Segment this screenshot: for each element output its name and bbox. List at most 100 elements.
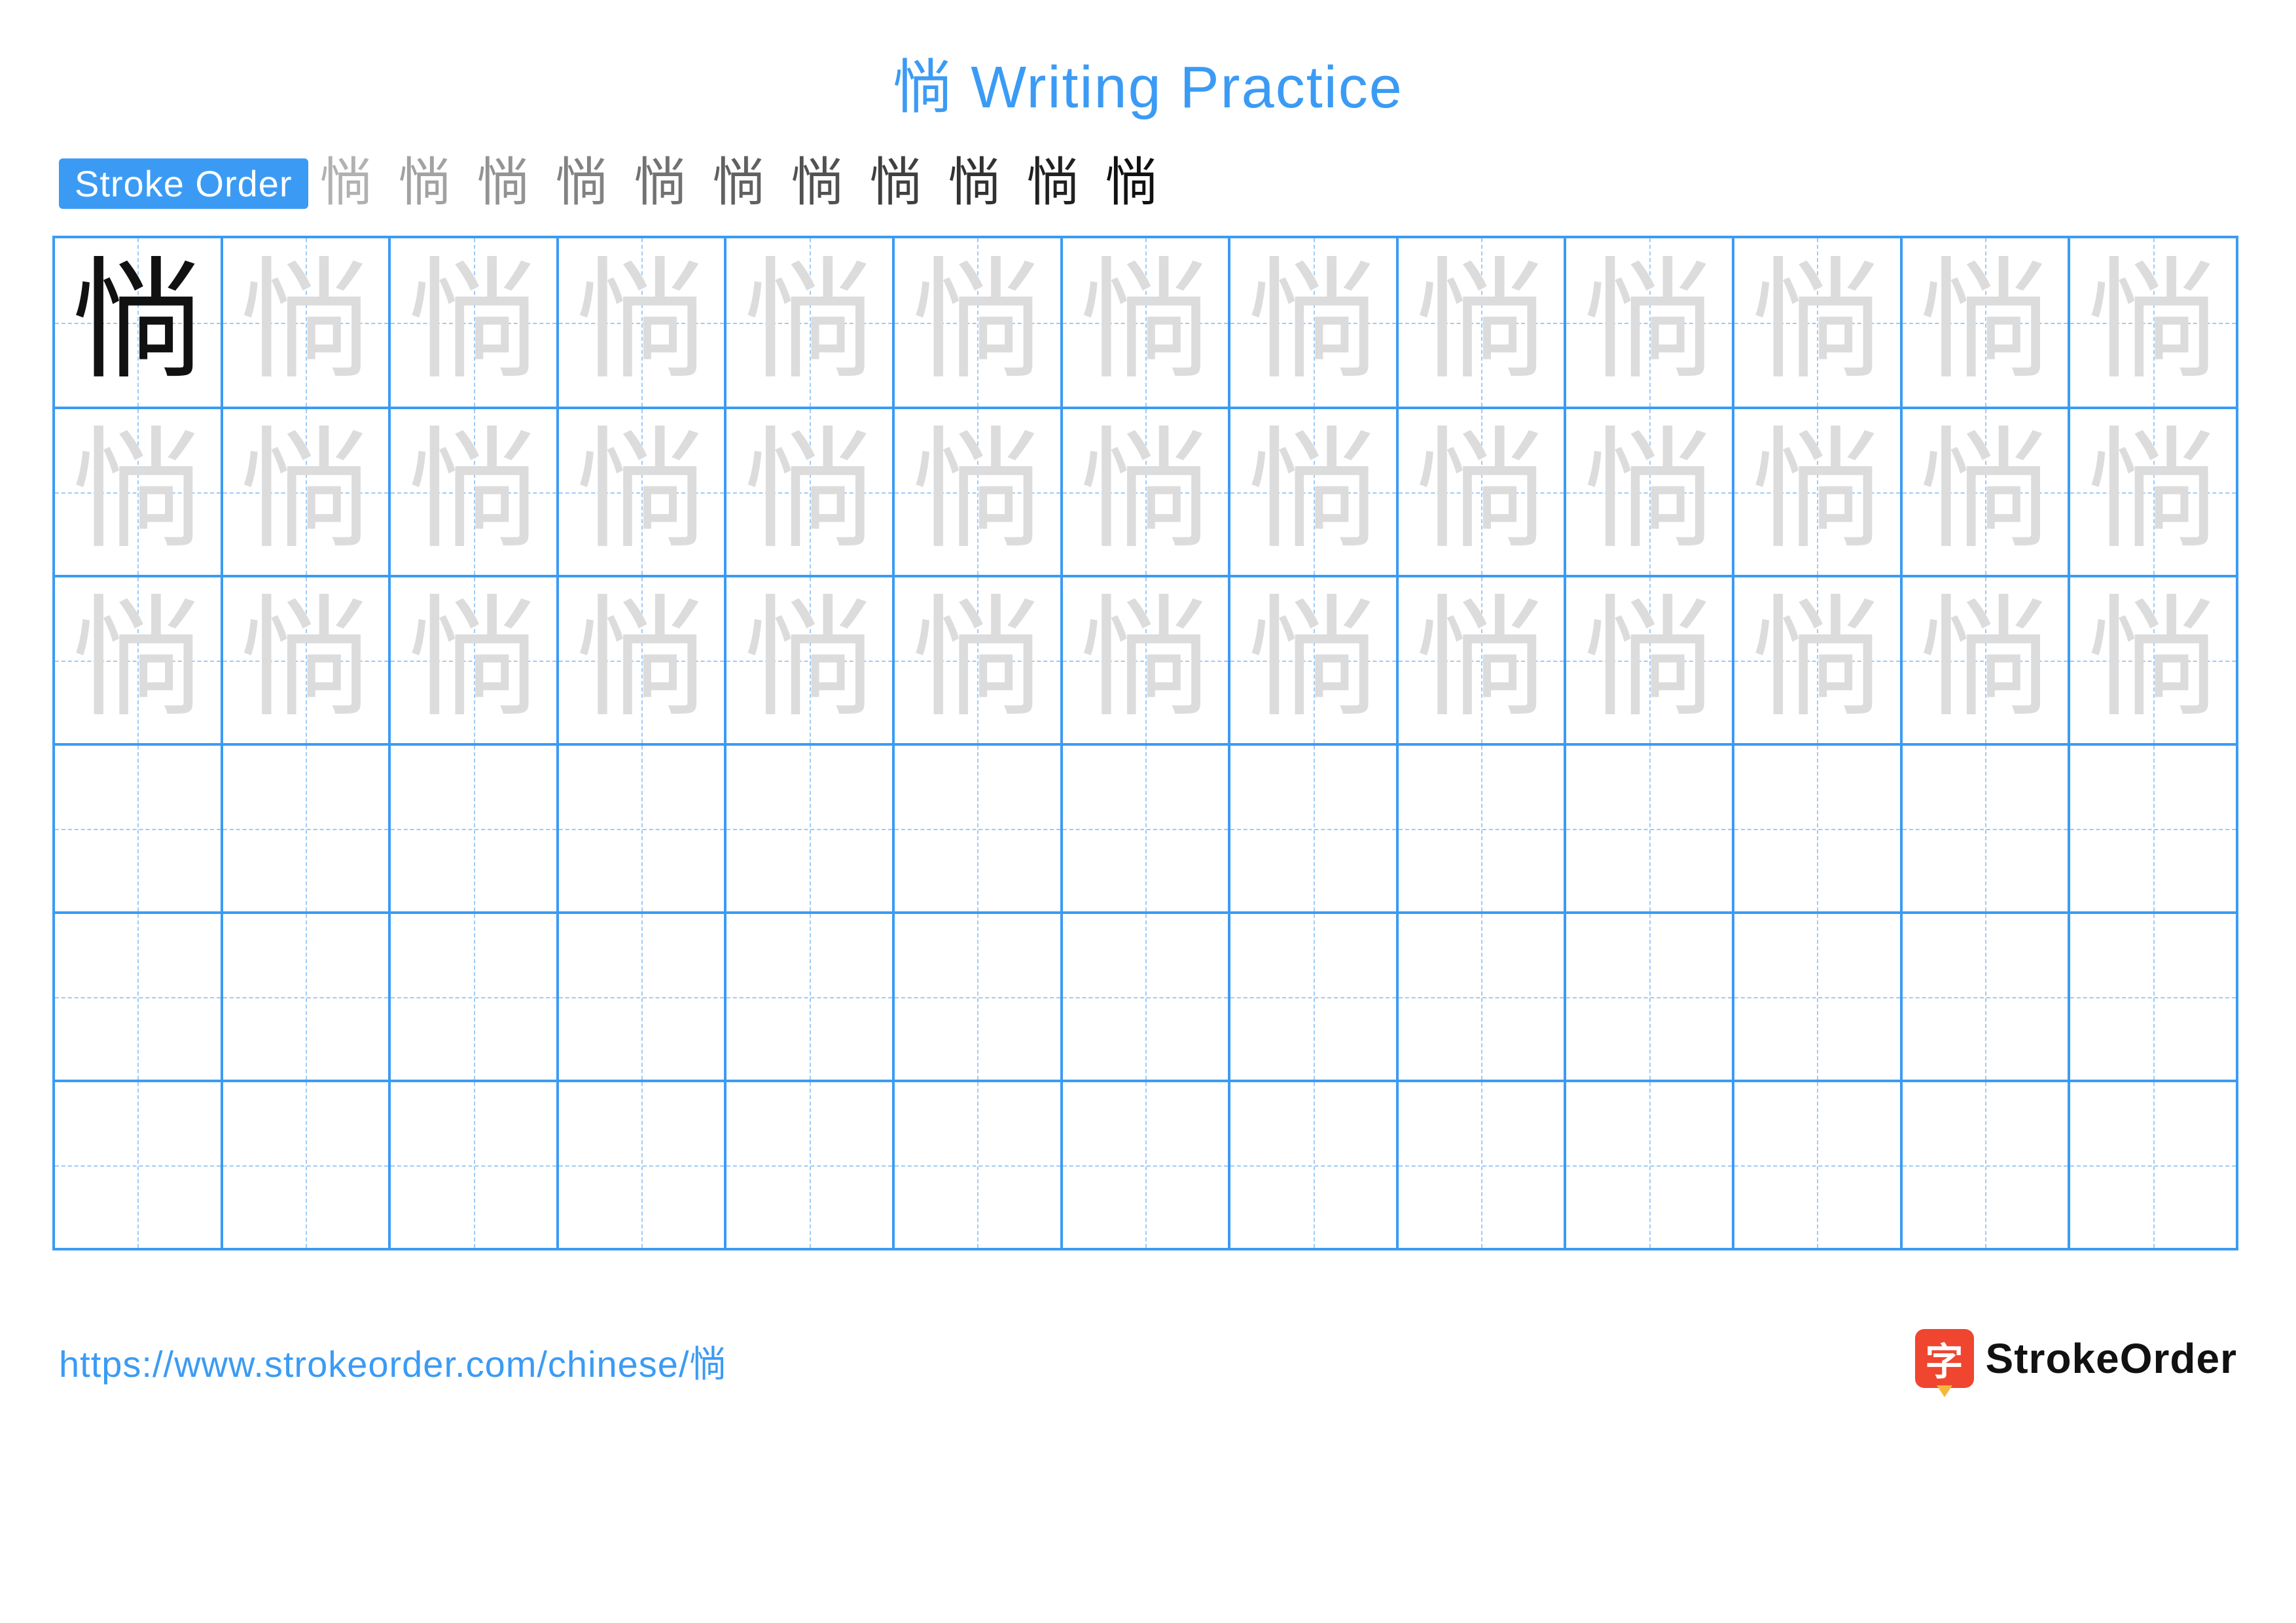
grid-cell [221,914,389,1080]
trace-character: 惝 [1248,595,1379,726]
grid-cell [388,914,556,1080]
grid-cell [2068,1082,2236,1248]
trace-character: 惝 [1080,257,1211,388]
grid-cell: 惝 [221,409,389,575]
grid-cell: 惝 [892,409,1060,575]
trace-character: 惝 [912,427,1043,558]
grid-cell [892,1082,1060,1248]
trace-character: 惝 [72,427,203,558]
grid-cell [1732,914,1900,1080]
pencil-tip-icon [1937,1385,1952,1397]
grid-cell [892,914,1060,1080]
stroke-step: 惝 [477,157,529,210]
grid-cell: 惝 [1732,409,1900,575]
trace-character: 惝 [1751,595,1882,726]
grid-cell [1732,1082,1900,1248]
grid-cell [2068,746,2236,911]
trace-character: 惝 [2088,595,2219,726]
stroke-step: 惝 [713,157,765,210]
trace-character: 惝 [744,257,875,388]
grid-cell: 惝 [1228,409,1396,575]
trace-character: 惝 [1920,595,2051,726]
grid-cell: 惝 [55,409,221,575]
grid-cell [1060,746,1229,911]
grid-cell: 惝 [724,409,892,575]
grid-cell: 惝 [1228,577,1396,743]
grid-cell: 惝 [55,577,221,743]
grid-cell [1900,914,2068,1080]
grid-cell: 惝 [724,238,892,407]
grid-cell [388,1082,556,1248]
grid-cell [55,914,221,1080]
trace-character: 惝 [912,257,1043,388]
grid-cell [388,746,556,911]
grid-cell: 惝 [2068,577,2236,743]
grid-cell [556,746,725,911]
grid-cell [1228,1082,1396,1248]
trace-character: 惝 [1584,595,1715,726]
grid-cell: 惝 [388,238,556,407]
grid-cell: 惝 [1396,409,1564,575]
grid-cell [1900,746,2068,911]
trace-character: 惝 [408,257,539,388]
trace-character: 惝 [1416,427,1547,558]
grid-cell: 惝 [556,238,725,407]
grid-cell: 惝 [724,577,892,743]
grid-cell [221,746,389,911]
grid-cell [2068,914,2236,1080]
footer: https://www.strokeorder.com/chinese/惝 字 … [52,1329,2244,1388]
grid-cell: 惝 [2068,409,2236,575]
trace-character: 惝 [408,427,539,558]
grid-row: 惝惝惝惝惝惝惝惝惝惝惝惝惝 [55,407,2236,575]
trace-character: 惝 [1416,257,1547,388]
grid-cell: 惝 [1060,238,1229,407]
brand-logo: 字 StrokeOrder [1915,1329,2237,1388]
grid-row [55,1080,2236,1248]
brand-icon: 字 [1915,1329,1974,1388]
trace-character: 惝 [1416,595,1547,726]
footer-url: https://www.strokeorder.com/chinese/惝 [59,1335,727,1388]
grid-cell [1060,914,1229,1080]
page-title: 惝 Writing Practice [52,39,2244,124]
trace-character: 惝 [1080,427,1211,558]
grid-cell [556,1082,725,1248]
grid-cell: 惝 [1900,577,2068,743]
trace-character: 惝 [744,595,875,726]
grid-cell: 惝 [1396,577,1564,743]
grid-cell: 惝 [556,577,725,743]
stroke-step: 惝 [791,157,844,210]
grid-row: 惝惝惝惝惝惝惝惝惝惝惝惝惝 [55,575,2236,743]
trace-character: 惝 [1751,257,1882,388]
grid-row [55,911,2236,1080]
grid-cell [1228,746,1396,911]
trace-character: 惝 [1248,427,1379,558]
practice-grid: 惝惝惝惝惝惝惝惝惝惝惝惝惝惝惝惝惝惝惝惝惝惝惝惝惝惝惝惝惝惝惝惝惝惝惝惝惝惝惝 [52,236,2238,1250]
grid-cell: 惝 [1396,238,1564,407]
grid-cell [724,746,892,911]
grid-cell: 惝 [1564,577,1732,743]
grid-cell: 惝 [892,238,1060,407]
trace-character: 惝 [240,257,371,388]
grid-cell [1900,1082,2068,1248]
trace-character: 惝 [1080,595,1211,726]
grid-cell: 惝 [388,409,556,575]
grid-cell: 惝 [1564,238,1732,407]
trace-character: 惝 [72,595,203,726]
grid-cell: 惝 [388,577,556,743]
stroke-step: 惝 [556,157,608,210]
stroke-step: 惝 [1027,157,1079,210]
trace-character: 惝 [2088,257,2219,388]
grid-cell [1060,1082,1229,1248]
grid-cell: 惝 [1228,238,1396,407]
stroke-order-badge: Stroke Order [59,158,308,209]
trace-character: 惝 [912,595,1043,726]
stroke-step: 惝 [399,157,451,210]
grid-cell [1396,914,1564,1080]
trace-character: 惝 [1920,257,2051,388]
brand-name: StrokeOrder [1986,1334,2237,1383]
stroke-step: 惝 [320,157,372,210]
grid-cell: 惝 [55,238,221,407]
grid-row [55,743,2236,911]
grid-cell: 惝 [221,577,389,743]
grid-cell [1396,1082,1564,1248]
